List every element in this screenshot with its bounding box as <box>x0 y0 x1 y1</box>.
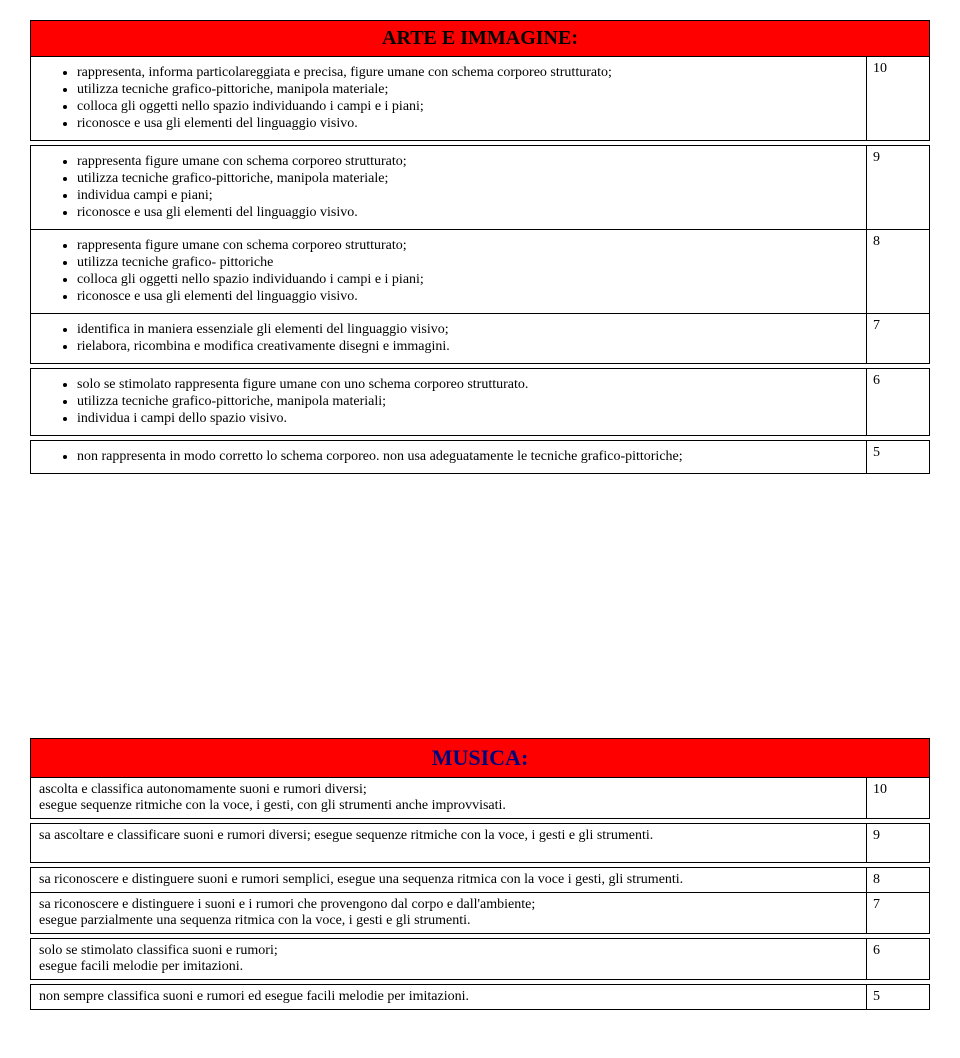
arte-table-4: non rappresenta in modo corretto lo sche… <box>30 440 930 474</box>
musica-table-3: sa riconoscere e distinguere suoni e rum… <box>30 867 930 934</box>
arte-table: ARTE E IMMAGINE: rappresenta, informa pa… <box>30 20 930 141</box>
arte-row-content: non rappresenta in modo corretto lo sche… <box>31 441 867 474</box>
list-item: non rappresenta in modo corretto lo sche… <box>77 449 860 465</box>
list-item: riconosce e usa gli elementi del linguag… <box>77 116 860 132</box>
arte-score: 10 <box>867 57 930 141</box>
list-item: utilizza tecniche grafico-pittoriche, ma… <box>77 394 860 410</box>
list-item: rappresenta figure umane con schema corp… <box>77 238 860 254</box>
musica-score: 6 <box>867 939 930 980</box>
list-item: riconosce e usa gli elementi del linguag… <box>77 289 860 305</box>
musica-row-content: non sempre classifica suoni e rumori ed … <box>31 985 867 1010</box>
musica-row-content: sa riconoscere e distinguere i suoni e i… <box>31 893 867 934</box>
list-item: rielabora, ricombina e modifica creativa… <box>77 339 860 355</box>
arte-score: 6 <box>867 369 930 436</box>
musica-text: sa ascoltare e classificare suoni e rumo… <box>39 828 653 843</box>
list-item: rappresenta, informa particolareggiata e… <box>77 65 860 81</box>
musica-score: 10 <box>867 778 930 819</box>
musica-table-4: solo se stimolato classifica suoni e rum… <box>30 938 930 980</box>
arte-row-content: rappresenta, informa particolareggiata e… <box>31 57 867 141</box>
musica-text: sa riconoscere e distinguere suoni e rum… <box>39 872 683 887</box>
arte-table-3: solo se stimolato rappresenta figure uma… <box>30 368 930 436</box>
musica-header: MUSICA: <box>31 739 930 778</box>
arte-row-content: rappresenta figure umane con schema corp… <box>31 230 867 314</box>
musica-score: 7 <box>867 893 930 934</box>
list-item: utilizza tecniche grafico- pittoriche <box>77 255 860 271</box>
musica-text: ascolta e classifica autonomamente suoni… <box>39 782 506 813</box>
musica-text: sa riconoscere e distinguere i suoni e i… <box>39 897 535 928</box>
musica-score: 5 <box>867 985 930 1010</box>
musica-text: non sempre classifica suoni e rumori ed … <box>39 989 469 1004</box>
musica-row-content: sa riconoscere e distinguere suoni e rum… <box>31 868 867 893</box>
arte-header: ARTE E IMMAGINE: <box>31 21 930 57</box>
musica-table-5: non sempre classifica suoni e rumori ed … <box>30 984 930 1010</box>
list-item: individua i campi dello spazio visivo. <box>77 411 860 427</box>
list-item: identifica in maniera essenziale gli ele… <box>77 322 860 338</box>
arte-table-2: rappresenta figure umane con schema corp… <box>30 145 930 364</box>
list-item: individua campi e piani; <box>77 188 860 204</box>
musica-row-content: ascolta e classifica autonomamente suoni… <box>31 778 867 819</box>
arte-score: 5 <box>867 441 930 474</box>
list-item: riconosce e usa gli elementi del linguag… <box>77 205 860 221</box>
musica-table-2: sa ascoltare e classificare suoni e rumo… <box>30 823 930 863</box>
musica-score: 9 <box>867 824 930 863</box>
arte-row-content: rappresenta figure umane con schema corp… <box>31 146 867 230</box>
list-item: utilizza tecniche grafico-pittoriche, ma… <box>77 171 860 187</box>
section-spacer <box>30 478 930 738</box>
arte-title: ARTE E IMMAGINE: <box>382 27 578 49</box>
list-item: rappresenta figure umane con schema corp… <box>77 154 860 170</box>
list-item: utilizza tecniche grafico-pittoriche, ma… <box>77 82 860 98</box>
musica-row-content: sa ascoltare e classificare suoni e rumo… <box>31 824 867 863</box>
arte-row-content: identifica in maniera essenziale gli ele… <box>31 314 867 364</box>
list-item: solo se stimolato rappresenta figure uma… <box>77 377 860 393</box>
arte-score: 8 <box>867 230 930 314</box>
arte-score: 7 <box>867 314 930 364</box>
list-item: colloca gli oggetti nello spazio individ… <box>77 99 860 115</box>
arte-row-content: solo se stimolato rappresenta figure uma… <box>31 369 867 436</box>
arte-score: 9 <box>867 146 930 230</box>
musica-table: MUSICA: ascolta e classifica autonomamen… <box>30 738 930 819</box>
musica-score: 8 <box>867 868 930 893</box>
musica-row-content: solo se stimolato classifica suoni e rum… <box>31 939 867 980</box>
list-item: colloca gli oggetti nello spazio individ… <box>77 272 860 288</box>
musica-title: MUSICA: <box>432 745 529 770</box>
musica-text: solo se stimolato classifica suoni e rum… <box>39 943 278 974</box>
